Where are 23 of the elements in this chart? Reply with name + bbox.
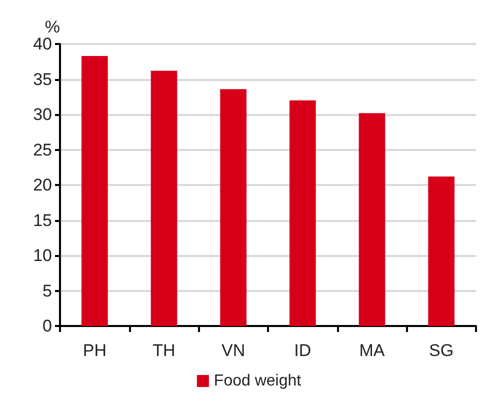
y-tick-label: 30 [33, 105, 52, 124]
y-tick-label: 10 [33, 246, 52, 265]
bar [81, 56, 108, 326]
y-tick-label: 25 [33, 140, 52, 160]
y-tick-label: 20 [33, 176, 52, 194]
legend-label: Food weight [214, 372, 302, 390]
y-tick-label: 15 [33, 210, 52, 230]
x-tick-label: VN [222, 341, 246, 360]
x-tick-label: SG [429, 341, 454, 360]
bar [289, 100, 316, 326]
bar [358, 113, 386, 326]
y-tick-label: 5 [42, 281, 52, 300]
y-axis-title: % [44, 18, 60, 37]
bar [428, 176, 455, 326]
bar [220, 89, 247, 326]
x-tick-label: PH [82, 341, 106, 360]
y-tick-label: 0 [42, 316, 52, 336]
y-tick-label: 40 [33, 34, 52, 54]
x-tick-label: ID [294, 341, 312, 360]
x-tick-label: MA [359, 341, 386, 360]
y-tick-label: 35 [33, 70, 52, 89]
bar [150, 70, 178, 326]
x-tick-label: TH [152, 341, 176, 360]
